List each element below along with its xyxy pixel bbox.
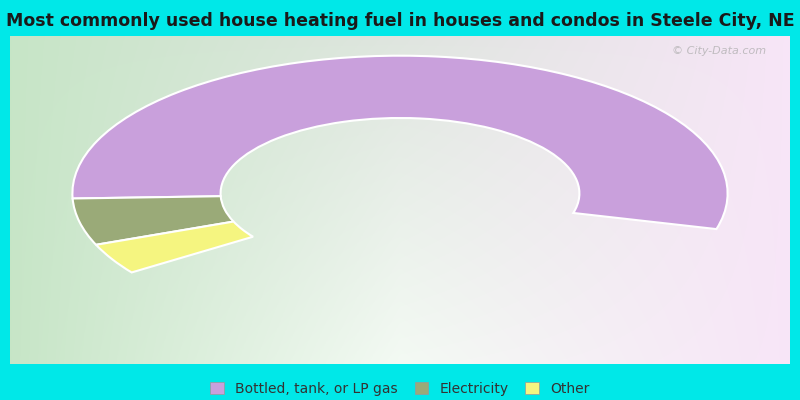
Text: Most commonly used house heating fuel in houses and condos in Steele City, NE: Most commonly used house heating fuel in… <box>6 12 794 30</box>
Wedge shape <box>96 222 253 272</box>
Wedge shape <box>73 56 727 229</box>
Text: © City-Data.com: © City-Data.com <box>673 46 766 56</box>
Legend: Bottled, tank, or LP gas, Electricity, Other: Bottled, tank, or LP gas, Electricity, O… <box>206 377 594 400</box>
Wedge shape <box>73 196 234 245</box>
